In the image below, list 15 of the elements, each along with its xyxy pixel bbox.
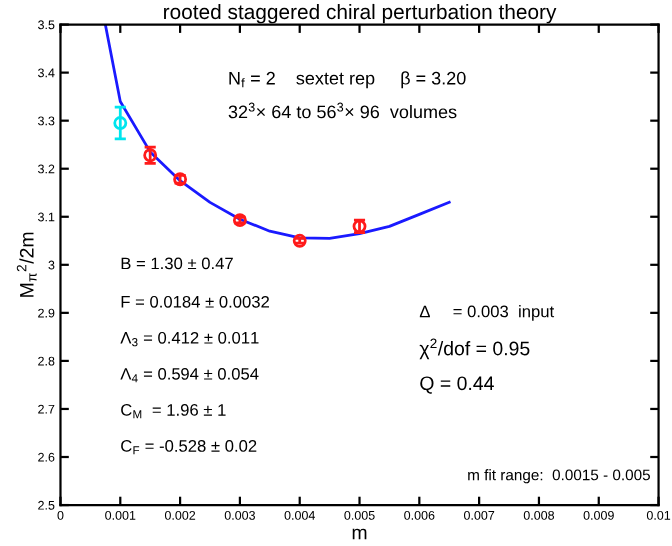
- annotation: Λ$_{3}$ = 0.412 ± 0.011: [120, 331, 259, 347]
- chart-title: rooted staggered chiral perturbation theory: [164, 3, 557, 24]
- x-axis-title: m: [352, 528, 367, 540]
- annotation: N$_{f}$ = 2 sextet rep β = 3.20: [229, 71, 466, 89]
- annotation: Δ = 0.003 input: [419, 305, 555, 321]
- annotation: F = 0.0184 ± 0.0032: [121, 295, 269, 308]
- annotation: B = 1.30 ± 0.47: [121, 257, 233, 270]
- annotation: χ$^{2}$/dof = 0.95: [419, 338, 530, 360]
- annotation: C$_{M}$ = 1.96 ± 1: [121, 404, 226, 419]
- annotation: Λ$_{4}$ = 0.594 ± 0.054: [120, 367, 259, 383]
- point: [113, 116, 128, 131]
- y-axis-title: M$_{π}$$^{2}$/2m: [16, 232, 37, 297]
- annotation: Q = 0.44: [420, 376, 494, 394]
- annotation: C$_{F}$ = -0.528 ± 0.02: [121, 440, 257, 455]
- annotation: 32$^{3}$× 64 to 56$^{3}$× 96 volumes: [228, 102, 457, 119]
